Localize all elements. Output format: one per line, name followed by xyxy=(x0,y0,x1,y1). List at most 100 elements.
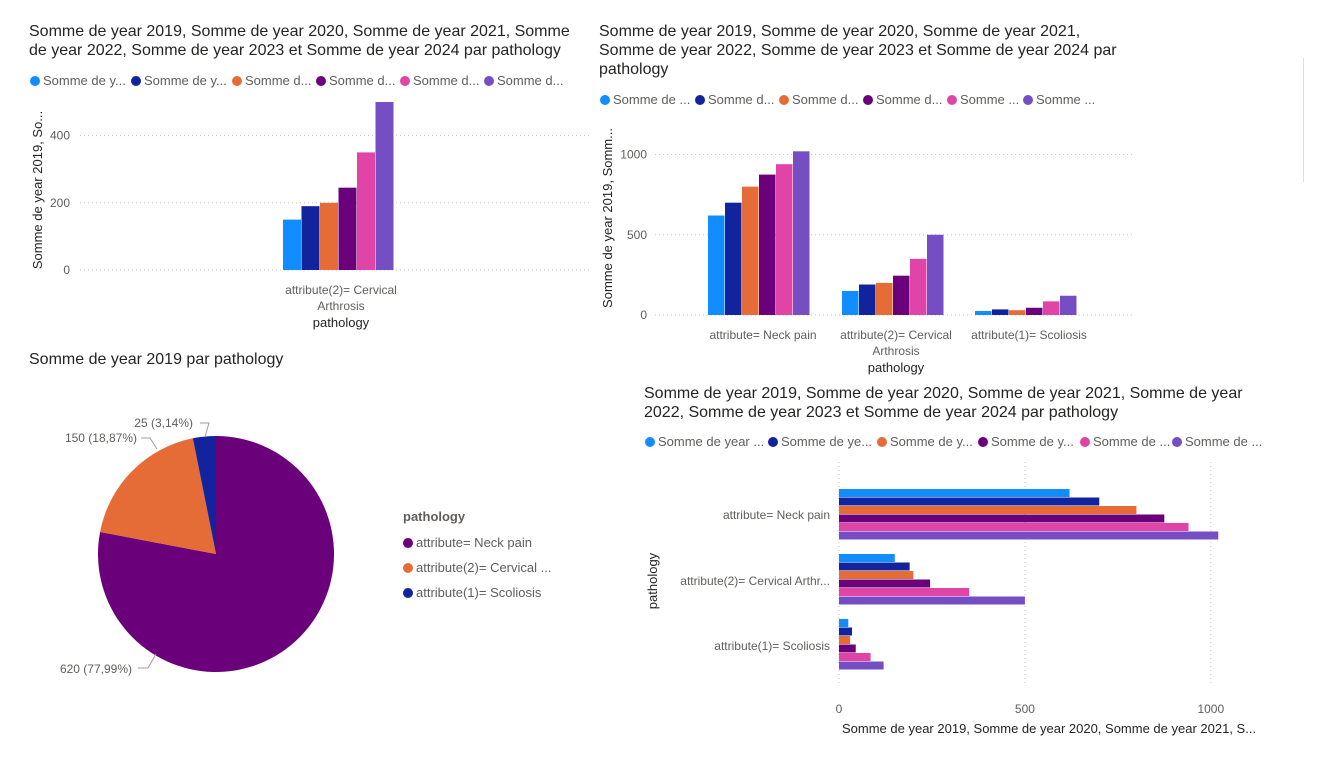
chart1-y-tick: 200 xyxy=(50,196,70,210)
legend-dot-icon xyxy=(768,436,778,447)
chart3-legend-item[interactable]: attribute= Neck pain xyxy=(403,530,556,555)
legend-dot-icon xyxy=(403,537,413,548)
chart2-legend-item[interactable]: Somme d... xyxy=(779,92,863,107)
chart2-bar xyxy=(708,215,725,315)
chart3-plot: 25 (3,14%)150 (18,87%) 620 (77,99%) xyxy=(60,416,334,676)
chart2-x-axis-title: pathology xyxy=(868,360,925,375)
chart1-x-tick: Arthrosis xyxy=(317,299,364,313)
chart1-legend-item[interactable]: Somme d... xyxy=(316,73,400,88)
chart4-legend-item[interactable]: Somme de y... xyxy=(877,434,978,449)
chart2-x-tick: attribute(2)= Cervical xyxy=(840,328,952,342)
chart2-bar xyxy=(927,234,944,315)
legend-dot-icon xyxy=(863,94,873,105)
chart1-title: Somme de year 2019, Somme de year 2020, … xyxy=(29,22,589,60)
chart1-bar xyxy=(283,219,301,270)
chart4-panel[interactable]: Somme de year 2019, Somme de year 2020, … xyxy=(595,380,1323,764)
chart4-bar xyxy=(839,489,1070,497)
chart2-bar xyxy=(742,186,759,315)
chart4-legend-item[interactable]: Somme de year ... xyxy=(645,434,768,449)
chart3-title: Somme de year 2019 par pathology xyxy=(29,351,284,368)
chart3-data-label: 620 (77,99%) xyxy=(60,662,132,676)
panel-divider xyxy=(1303,58,1304,182)
chart3-panel[interactable]: Somme de year 2019 par pathology 25 (3,1… xyxy=(0,340,595,764)
chart4-title-line1: Somme de year 2019, Somme de year 2020, … xyxy=(644,385,1243,402)
chart4-plot: 0 500 1000 attribute= Neck pain attribute(2)… xyxy=(645,462,1256,736)
chart2-bar xyxy=(1026,307,1043,315)
chart4-legend-item[interactable]: Somme de ... xyxy=(1080,434,1172,449)
chart3-legend-label: attribute= Neck pain xyxy=(416,535,532,550)
chart2-legend-item[interactable]: Somme ... xyxy=(947,92,1023,107)
chart1-legend-item[interactable]: Somme d... xyxy=(232,73,316,88)
chart1-legend-item[interactable]: Somme d... xyxy=(400,73,484,88)
chart2-legend-item[interactable]: Somme d... xyxy=(863,92,947,107)
legend-dot-icon xyxy=(316,75,326,86)
chart3-legend-label: attribute(2)= Cervical ... xyxy=(416,560,552,575)
legend-dot-icon xyxy=(947,94,957,105)
chart2-title-line2: Somme de year 2022, Somme de year 2023 e… xyxy=(599,42,1117,59)
chart4-bar xyxy=(839,523,1189,531)
chart4-legend-item[interactable]: Somme de ... xyxy=(1172,434,1267,449)
chart4-bar xyxy=(839,531,1219,540)
chart4-bar xyxy=(839,619,849,627)
chart2-bar xyxy=(992,309,1009,315)
chart4-bar xyxy=(839,661,884,670)
chart4-x-tick: 500 xyxy=(1015,702,1035,716)
chart2-bar xyxy=(1043,301,1060,315)
chart2-y-tick: 0 xyxy=(640,308,647,322)
chart2-plot: 0 500 1000 attribute= Neck pain attribute(2)… xyxy=(600,128,1135,375)
chart4-bar xyxy=(839,588,970,596)
chart2-y-axis-title: Somme de year 2019, Somm... xyxy=(600,128,615,308)
chart3-legend-item[interactable]: attribute(1)= Scoliosis xyxy=(403,580,556,605)
legend-dot-icon xyxy=(1172,436,1182,447)
chart4-x-axis-title: Somme de year 2019, Somme de year 2020, … xyxy=(842,721,1256,736)
chart2-bar xyxy=(759,174,776,315)
chart4-bar xyxy=(839,627,853,636)
chart1-panel[interactable]: Somme de year 2019, Somme de year 2020, … xyxy=(0,0,595,340)
chart4-bar xyxy=(839,554,895,562)
chart4-bar xyxy=(839,514,1165,523)
chart2-x-tick: Arthrosis xyxy=(872,344,919,358)
legend-dot-icon xyxy=(232,75,242,86)
chart1-bar xyxy=(301,206,320,270)
chart2-legend-item[interactable]: Somme d... xyxy=(695,92,779,107)
legend-dot-icon xyxy=(400,75,410,86)
chart3-legend-label: attribute(1)= Scoliosis xyxy=(416,585,542,600)
chart4-bar xyxy=(839,644,856,653)
chart4-bar xyxy=(839,636,851,644)
chart2-y-tick: 1000 xyxy=(620,148,647,162)
chart2-bar xyxy=(793,151,810,315)
legend-dot-icon xyxy=(695,94,705,105)
chart1-title-line2: de year 2022, Somme de year 2023 et Somm… xyxy=(29,42,561,59)
chart3-pie-slice xyxy=(100,438,216,554)
chart3-pie-slice xyxy=(192,436,216,554)
chart2-legend: Somme de ... Somme d... Somme d... Somme d.… xyxy=(600,92,1103,107)
chart1-legend: Somme de y... Somme de y... Somme d... Somm… xyxy=(30,73,568,88)
chart2-bar xyxy=(1060,295,1077,315)
chart3-legend: pathology attribute= Neck pain attribute(… xyxy=(403,509,556,605)
chart1-y-axis-title: Somme de year 2019, So... xyxy=(30,111,45,269)
chart3-data-label: 150 (18,87%) xyxy=(65,431,137,445)
chart1-legend-item[interactable]: Somme de y... xyxy=(131,73,232,88)
chart2-legend-item[interactable]: Somme ... xyxy=(1023,92,1103,107)
chart2-legend-item[interactable]: Somme de ... xyxy=(600,92,695,107)
chart4-legend-item[interactable]: Somme de y... xyxy=(978,434,1080,449)
legend-dot-icon xyxy=(877,436,887,447)
chart1-x-tick: attribute(2)= Cervical xyxy=(285,283,397,297)
chart1-bar xyxy=(338,187,357,270)
chart4-y-tick: attribute(2)= Cervical Arthr... xyxy=(680,574,830,588)
legend-dot-icon xyxy=(403,587,413,598)
chart1-legend-item[interactable]: Somme d... xyxy=(484,73,568,88)
chart4-title-line2: 2022, Somme de year 2023 et Somme de yea… xyxy=(644,404,1119,421)
chart4-bar xyxy=(839,506,1137,514)
chart4-legend-item[interactable]: Somme de ye... xyxy=(768,434,877,449)
legend-dot-icon xyxy=(645,436,655,447)
chart2-panel[interactable]: Somme de year 2019, Somme de year 2020, … xyxy=(595,0,1155,380)
chart2-bar xyxy=(842,290,859,315)
legend-dot-icon xyxy=(1080,436,1090,447)
chart2-y-tick: 500 xyxy=(627,228,647,242)
legend-dot-icon xyxy=(1023,94,1033,105)
chart3-legend-item[interactable]: attribute(2)= Cervical ... xyxy=(403,555,556,580)
chart4-y-tick: attribute(1)= Scoliosis xyxy=(714,639,830,653)
chart2-bar xyxy=(859,284,876,315)
chart1-legend-item[interactable]: Somme de y... xyxy=(30,73,131,88)
